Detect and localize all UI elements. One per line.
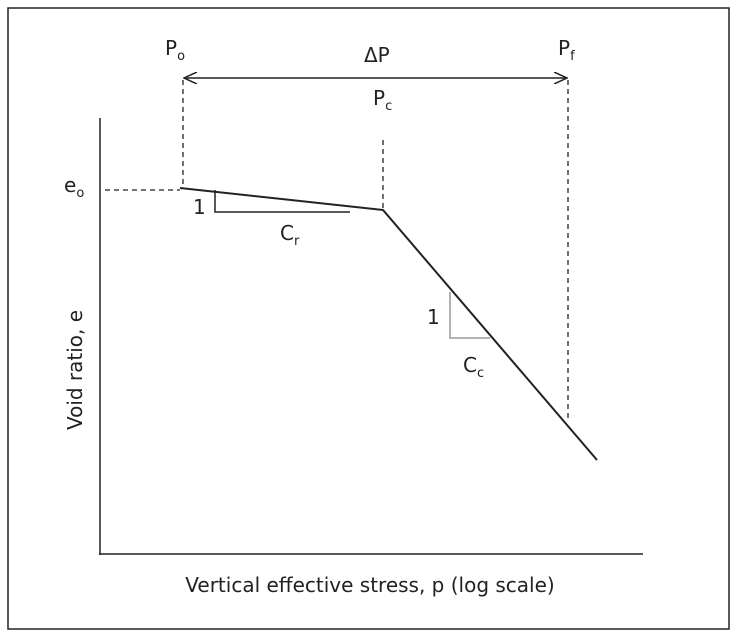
label: 1 [427, 305, 440, 329]
x-axis-label: Vertical effective stress, p (log scale) [185, 573, 554, 597]
frame [7, 7, 730, 630]
label: Pf [558, 36, 575, 64]
label: Cr [280, 221, 300, 249]
label: eo [64, 173, 84, 201]
curve [179, 187, 598, 461]
label: ΔP [364, 43, 390, 67]
slope-triangle-c [449, 292, 490, 339]
y-axis-label: Void ratio, e [63, 310, 87, 430]
label: 1 [193, 195, 206, 219]
label: Pc [373, 86, 392, 114]
slope-triangle-r [214, 190, 350, 213]
label: Cc [463, 353, 484, 381]
guides [105, 80, 569, 420]
label: Po [165, 36, 185, 64]
